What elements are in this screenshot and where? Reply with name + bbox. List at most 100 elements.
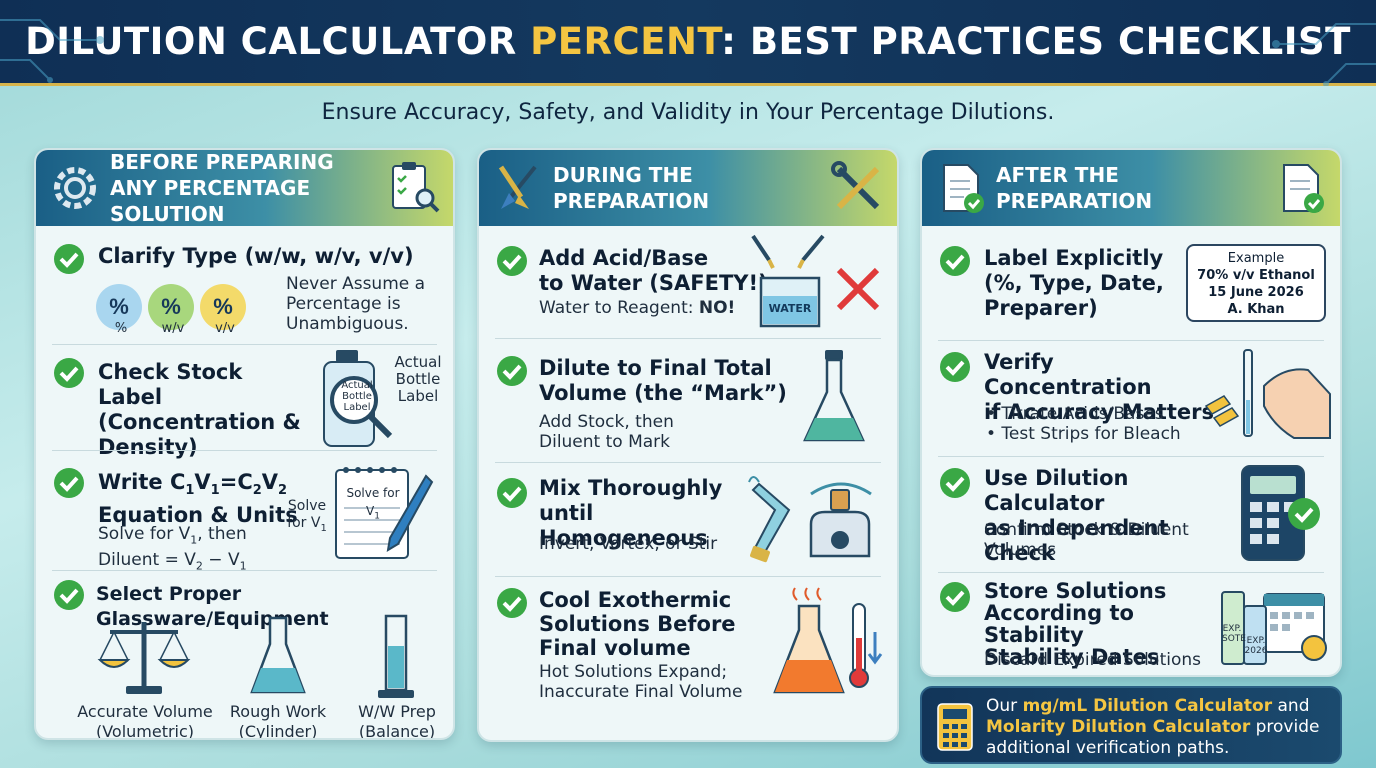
- check-icon: [54, 358, 84, 388]
- item-bullets: • Titrate Acids/Bases • Test Strips for B…: [986, 404, 1181, 444]
- bottle-label: Actual Bottle Label: [341, 380, 373, 413]
- list-item-check-stock-label: Check Stock Label (Concentration & Densi…: [36, 346, 453, 459]
- item-title: Check Stock Label (Concentration & Densi…: [98, 360, 301, 459]
- percent-bubble: %: [148, 284, 194, 330]
- item-description: Add Stock, then Diluent to Mark: [539, 412, 674, 452]
- check-icon: [497, 478, 527, 508]
- tag-line: 15 June 2026: [1208, 285, 1304, 300]
- wrench-screwdriver-icon: [831, 161, 880, 210]
- bottle-magnifier-icon: [323, 350, 393, 447]
- check-icon: [940, 246, 970, 276]
- balance-scale-icon: [97, 622, 191, 694]
- page-title: DILUTION CALCULATOR PERCENT: BEST PRACTI…: [25, 20, 1351, 63]
- panel-header-before: BEFORE PREPARING ANY PERCENTAGE SOLUTION: [36, 150, 453, 226]
- divider: [495, 338, 881, 339]
- header-banner: DILUTION CALCULATOR PERCENT: BEST PRACTI…: [0, 0, 1376, 86]
- divider: [52, 570, 437, 571]
- panel-title-during: DURING THE PREPARATION: [553, 163, 710, 213]
- check-icon: [940, 352, 970, 382]
- bubble-label: %: [114, 321, 128, 336]
- tag-line: Example: [1227, 251, 1285, 266]
- footer-text: Our mg/mL Dilution Calculator and Molari…: [986, 696, 1320, 758]
- vortex-mixer-icon: [748, 476, 872, 563]
- erlenmeyer-flask-icon: [250, 616, 306, 694]
- clipboard-magnifier-icon: [392, 162, 440, 213]
- check-icon: [54, 468, 84, 498]
- side-label: Actual Bottle Label: [394, 353, 442, 405]
- check-icon: [940, 582, 970, 612]
- list-item-cool-exothermic: Cool Exothermic Solutions Before Final vol…: [479, 580, 897, 740]
- tag-line: 70% v/v Ethanol: [1197, 268, 1315, 283]
- document-check-icon: [1283, 164, 1324, 213]
- circuit-decoration-left: [0, 19, 104, 83]
- percent-bubble: %: [96, 284, 142, 330]
- gear-icon: [54, 167, 96, 209]
- check-icon: [497, 588, 527, 618]
- item-description: Confirm Stock & Diluent Volumes: [984, 520, 1189, 560]
- item-description: Water to Reagent: NO!: [539, 298, 736, 318]
- item-title: Store Solutions According to Stability Sta…: [984, 579, 1167, 669]
- panel-header-during: DURING THE PREPARATION: [479, 150, 897, 226]
- panel-after-preparation: AFTER THE PREPARATION Label Explicitly (%…: [920, 148, 1342, 677]
- bubble-label: w/v: [161, 321, 185, 336]
- list-item-use-calculator: Use Dilution Calculator as Independent Ch…: [922, 458, 1340, 572]
- item-title: Use Dilution Calculator as Independent Ch…: [984, 466, 1169, 565]
- panel-title-after: AFTER THE PREPARATION: [996, 163, 1153, 213]
- mg-ml-calculator-link[interactable]: mg/mL Dilution Calculator: [1022, 696, 1273, 716]
- divider: [52, 450, 437, 451]
- list-item-store-solutions: Store Solutions According to Stability Sta…: [922, 574, 1340, 675]
- item-description: Invert, Vortex, or Stir: [539, 534, 718, 554]
- item-title: Write C1V1=C2V2 Equation & Units: [98, 470, 298, 528]
- pipette-spatula-icon: [498, 165, 537, 209]
- list-item-dilute-to-mark: Dilute to Final Total Volume (the “Mark”)…: [479, 342, 897, 458]
- vials-calendar-icon: [1221, 591, 1327, 665]
- divider: [938, 456, 1324, 457]
- notepad-text: Solve for V1: [346, 486, 400, 522]
- panel-title-before: BEFORE PREPARING ANY PERCENTAGE SOLUTION: [110, 150, 334, 226]
- check-icon: [940, 468, 970, 498]
- molarity-calculator-link[interactable]: Molarity Dilution Calculator: [986, 717, 1251, 737]
- item-title: Cool Exothermic Solutions Before Final vol…: [539, 588, 736, 660]
- check-icon: [497, 246, 527, 276]
- hot-flask-thermometer-icon: [773, 587, 883, 694]
- red-x-icon: [836, 267, 880, 311]
- item-title: Add Acid/Base to Water (SAFETY!): [539, 246, 768, 295]
- item-description: Never Assume a Percentage is Unambiguous…: [286, 274, 426, 334]
- divider: [495, 462, 881, 463]
- beaker-label: WATER: [768, 302, 812, 315]
- item-title: Verify Concentration if Accuracy Matters: [984, 350, 1214, 424]
- note-label: Solve for V1: [287, 498, 327, 534]
- notepad-pencil-icon: [335, 467, 434, 559]
- percent-bubble: %: [200, 284, 246, 330]
- example-label-tag: Example 70% v/v Ethanol 15 June 2026 A. …: [1186, 244, 1326, 322]
- panel-before-preparing: BEFORE PREPARING ANY PERCENTAGE SOLUTION…: [34, 148, 455, 740]
- divider: [938, 340, 1324, 341]
- list-item-verify-concentration: Verify Concentration if Accuracy Matters …: [922, 342, 1340, 454]
- item-title: Select Proper Glassware/Equipment: [96, 583, 329, 630]
- item-title: Label Explicitly (%, Type, Date, Preparer): [984, 246, 1164, 320]
- vial-label: EXP. 2026: [1244, 636, 1268, 656]
- document-check-icon: [943, 164, 984, 213]
- calculator-phone-icon: [1241, 465, 1320, 561]
- title-highlight: PERCENT: [530, 20, 722, 63]
- equipment-label: Rough Work (Cylinder): [229, 702, 327, 740]
- graduated-cylinder-icon: [378, 614, 414, 698]
- item-description: Solve for V1, then Diluent = V2 − V1: [98, 524, 247, 573]
- item-title: Clarify Type (w/w, w/v, v/v): [98, 244, 414, 268]
- panel-during-preparation: DURING THE PREPARATION Add Acid/Base to W…: [477, 148, 899, 742]
- droppers-beaker-icon: [751, 234, 825, 328]
- check-icon: [497, 356, 527, 386]
- page-subtitle: Ensure Accuracy, Safety, and Validity in…: [321, 100, 1055, 125]
- list-item-clarify-type: Clarify Type (w/w, w/v, v/v) % % % % w/v…: [36, 234, 453, 344]
- bubble-label: v/v: [215, 321, 235, 336]
- calculator-icon: [937, 703, 973, 751]
- list-item-label-explicitly: Label Explicitly (%, Type, Date, Preparer): [922, 234, 1340, 338]
- equipment-label: Accurate Volume (Volumetric): [77, 702, 213, 740]
- pipette-test-strip-icon: [1204, 349, 1331, 439]
- divider: [495, 576, 881, 577]
- tag-line: A. Khan: [1227, 302, 1285, 317]
- item-title: Dilute to Final Total Volume (the “Mark”): [539, 356, 787, 405]
- divider: [52, 344, 437, 345]
- panel-header-after: AFTER THE PREPARATION: [922, 150, 1340, 226]
- list-item-add-acid-to-water: Add Acid/Base to Water (SAFETY!) Water to…: [479, 234, 897, 338]
